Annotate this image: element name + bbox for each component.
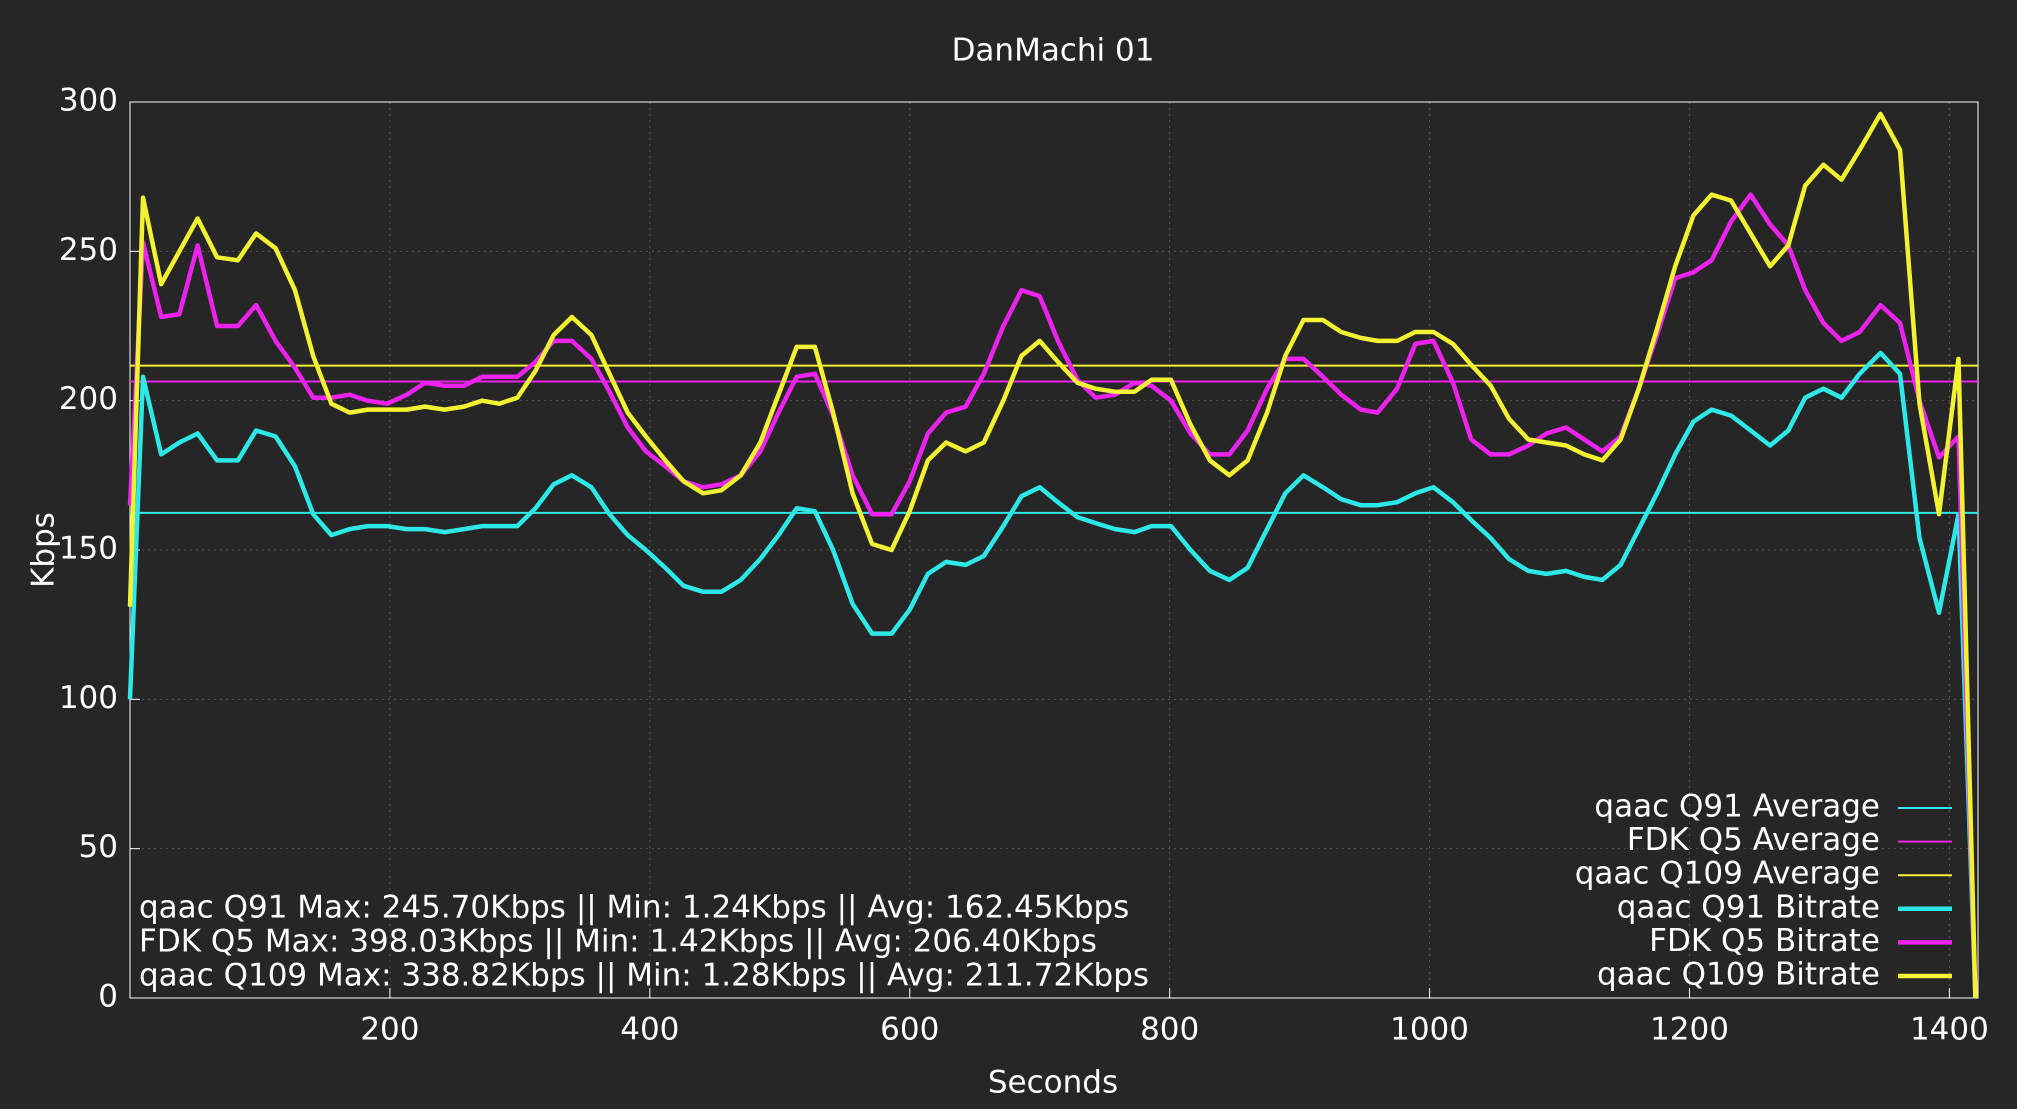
x-tick-label: 400	[620, 1012, 679, 1048]
x-axis-label: Seconds	[988, 1065, 1118, 1101]
y-tick-label: 0	[98, 979, 118, 1015]
y-tick-label: 50	[79, 829, 118, 865]
x-tick-label: 800	[1140, 1012, 1199, 1048]
x-tick-label: 200	[360, 1012, 419, 1048]
legend-label: FDK Q5 Average	[1627, 822, 1880, 858]
series-line	[127, 111, 1978, 999]
series-line	[127, 192, 1978, 999]
y-tick-label: 250	[59, 232, 118, 268]
y-tick-label: 150	[59, 531, 118, 567]
legend-label: qaac Q91 Bitrate	[1617, 889, 1880, 925]
x-tick-label: 600	[880, 1012, 939, 1048]
legend-label: qaac Q91 Average	[1594, 789, 1880, 825]
legend-label: qaac Q109 Bitrate	[1597, 957, 1880, 993]
stats-text: qaac Q91 Max: 245.70Kbps || Min: 1.24Kbp…	[139, 890, 1129, 926]
x-tick-label: 1400	[1910, 1012, 1989, 1048]
chart-title: DanMachi 01	[952, 33, 1155, 69]
y-tick-label: 200	[59, 381, 118, 417]
stats-text: FDK Q5 Max: 398.03Kbps || Min: 1.42Kbps …	[139, 924, 1097, 960]
x-tick-label: 1000	[1390, 1012, 1469, 1048]
series-line	[127, 350, 1978, 999]
legend-label: FDK Q5 Bitrate	[1649, 923, 1880, 959]
y-axis-label: Kbps	[26, 512, 62, 588]
y-tick-label: 300	[59, 83, 118, 119]
legend-label: qaac Q109 Average	[1575, 856, 1880, 892]
x-tick-label: 1200	[1650, 1012, 1729, 1048]
y-tick-label: 100	[59, 680, 118, 716]
stats-text: qaac Q109 Max: 338.82Kbps || Min: 1.28Kb…	[139, 958, 1149, 994]
